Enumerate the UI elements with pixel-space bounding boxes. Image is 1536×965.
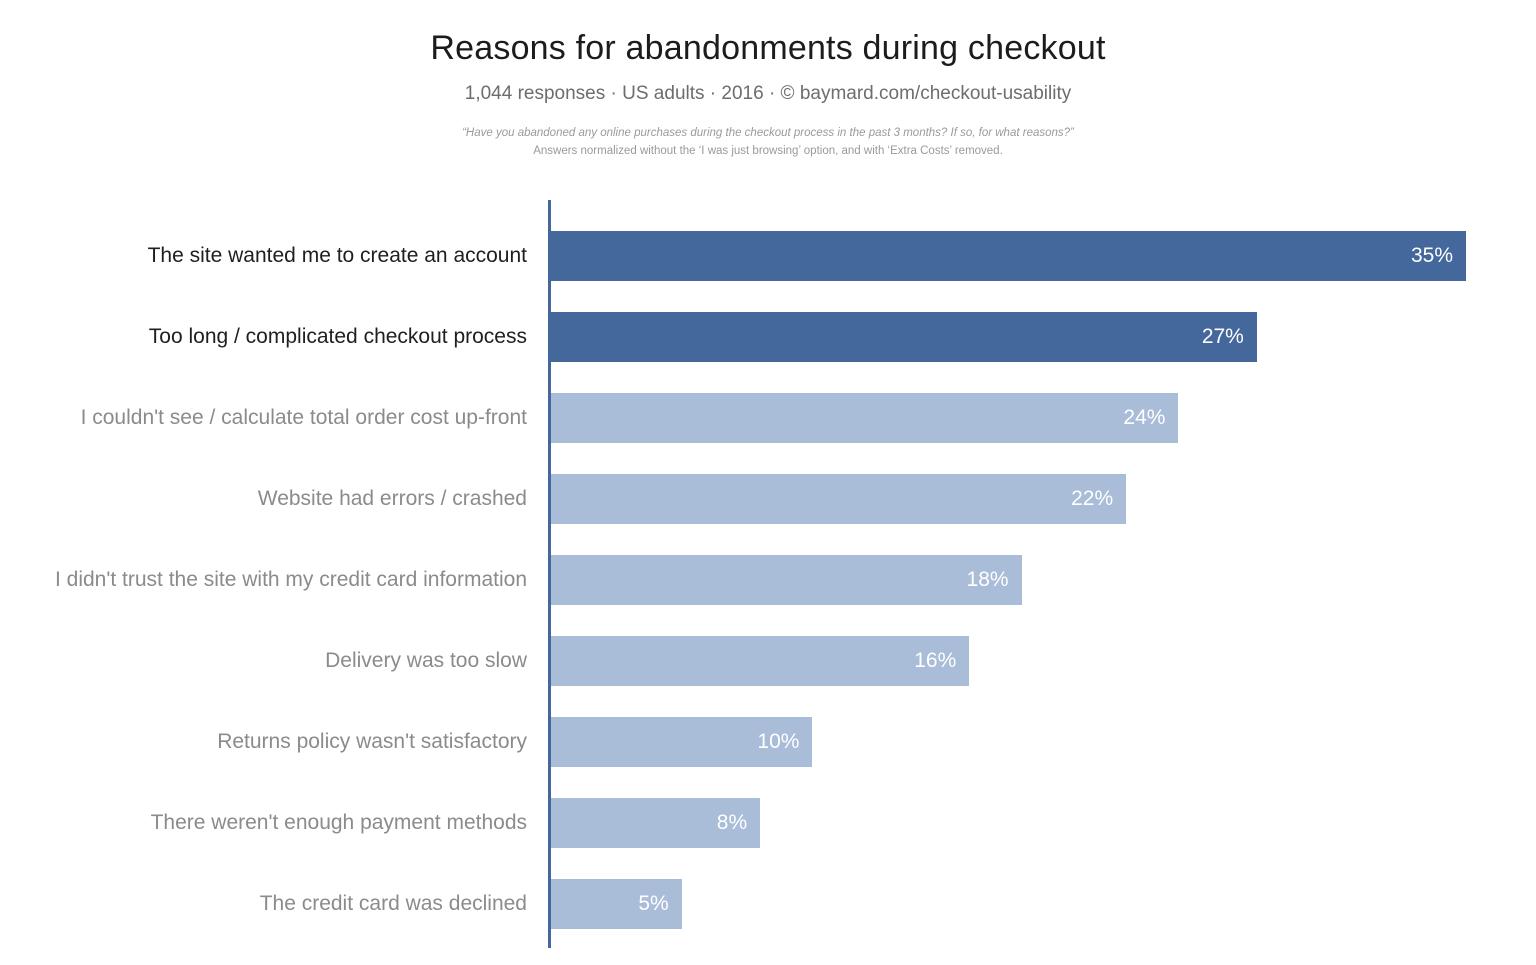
bar: 27% xyxy=(551,311,1257,362)
chart-row: I didn't trust the site with my credit c… xyxy=(0,539,1536,620)
bar-value-label: 18% xyxy=(966,567,1009,591)
bar-value-label: 5% xyxy=(638,891,669,915)
bar-label: The site wanted me to create an account xyxy=(147,243,527,267)
bar: 35% xyxy=(551,230,1466,281)
y-axis-line xyxy=(548,200,551,948)
chart-rows: The site wanted me to create an account 3… xyxy=(0,215,1536,944)
bar-label: I didn't trust the site with my credit c… xyxy=(54,567,527,591)
bar-track: 18% xyxy=(551,554,1466,605)
bar-label: Delivery was too slow xyxy=(325,648,527,672)
bar-value-label: 35% xyxy=(1410,243,1453,267)
chart-footnote-note: Answers normalized without the ‘I was ju… xyxy=(533,145,1003,157)
chart-row: Too long / complicated checkout process 2… xyxy=(0,296,1536,377)
bar-label: There weren't enough payment methods xyxy=(150,810,527,834)
bar: 24% xyxy=(551,392,1179,443)
chart-footnote: “Have you abandoned any online purchases… xyxy=(0,124,1536,160)
bar: 16% xyxy=(551,635,970,686)
chart-row: I couldn't see / calculate total order c… xyxy=(0,377,1536,458)
bar: 8% xyxy=(551,797,761,848)
bar-track: 8% xyxy=(551,797,1466,848)
bar: 22% xyxy=(551,473,1127,524)
chart-subtitle: 1,044 responses · US adults · 2016 · © b… xyxy=(464,83,1072,104)
chart-row: The credit card was declined 5% xyxy=(0,863,1536,944)
bar-chart: The site wanted me to create an account 3… xyxy=(0,200,1536,948)
chart-row: There weren't enough payment methods 8% xyxy=(0,782,1536,863)
chart-title: Reasons for abandonments during checkout xyxy=(430,29,1106,67)
bar-track: 5% xyxy=(551,878,1466,929)
bar-label: Too long / complicated checkout process xyxy=(148,324,527,348)
bar-label: The credit card was declined xyxy=(259,891,527,915)
bar-value-label: 10% xyxy=(757,729,800,753)
bar-track: 16% xyxy=(551,635,1466,686)
bar-label: Returns policy wasn't satisfactory xyxy=(217,729,527,753)
chart-row: Returns policy wasn't satisfactory 10% xyxy=(0,701,1536,782)
chart-row: The site wanted me to create an account 3… xyxy=(0,215,1536,296)
chart-footnote-question: “Have you abandoned any online purchases… xyxy=(462,127,1074,139)
bar-track: 35% xyxy=(551,230,1466,281)
bar-track: 27% xyxy=(551,311,1466,362)
chart-header: Reasons for abandonments during checkout… xyxy=(0,0,1536,160)
bar-label: Website had errors / crashed xyxy=(257,486,527,510)
bar-value-label: 27% xyxy=(1201,324,1244,348)
bar-track: 10% xyxy=(551,716,1466,767)
bar-label: I couldn't see / calculate total order c… xyxy=(80,405,527,429)
bar-value-label: 24% xyxy=(1123,405,1166,429)
bar: 10% xyxy=(551,716,813,767)
bar-value-label: 8% xyxy=(716,810,748,834)
bar: 5% xyxy=(551,878,682,929)
bar-value-label: 16% xyxy=(914,648,957,672)
chart-row: Website had errors / crashed 22% xyxy=(0,458,1536,539)
bar-value-label: 22% xyxy=(1071,486,1114,510)
chart-row: Delivery was too slow 16% xyxy=(0,620,1536,701)
bar-track: 22% xyxy=(551,473,1466,524)
bar-track: 24% xyxy=(551,392,1466,443)
bar: 18% xyxy=(551,554,1022,605)
